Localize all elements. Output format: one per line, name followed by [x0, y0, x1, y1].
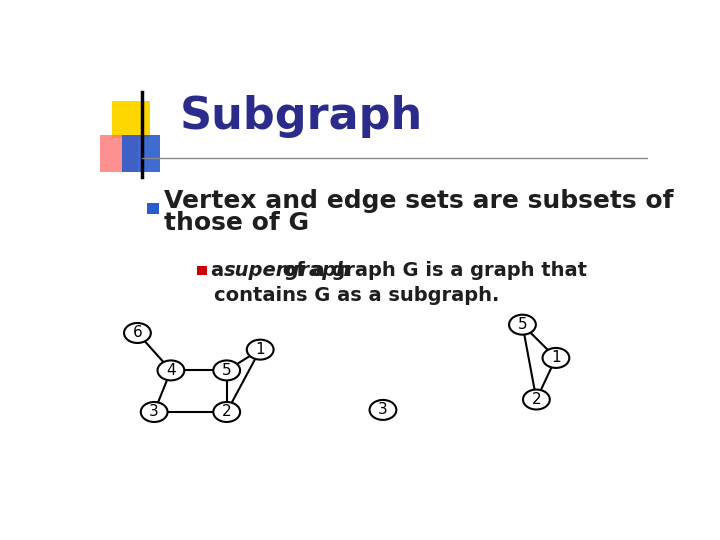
Text: 1: 1 [551, 350, 561, 366]
Text: supergraph: supergraph [223, 261, 351, 280]
Text: Subgraph: Subgraph [179, 95, 423, 138]
Bar [100, 136, 138, 172]
Circle shape [158, 360, 184, 380]
Circle shape [523, 389, 550, 409]
Text: of a graph G is a graph that: of a graph G is a graph that [276, 261, 587, 280]
Text: contains G as a subgraph.: contains G as a subgraph. [215, 286, 500, 305]
Bar [197, 266, 207, 275]
Text: 2: 2 [531, 392, 541, 407]
Circle shape [124, 323, 150, 343]
Text: 1: 1 [256, 342, 265, 357]
Text: a: a [211, 261, 231, 280]
Circle shape [509, 315, 536, 335]
Text: 3: 3 [149, 404, 159, 420]
Text: 2: 2 [222, 404, 232, 420]
Text: 4: 4 [166, 363, 176, 378]
Text: 6: 6 [132, 326, 143, 341]
Text: Vertex and edge sets are subsets of: Vertex and edge sets are subsets of [164, 189, 674, 213]
Circle shape [543, 348, 570, 368]
Circle shape [369, 400, 396, 420]
Circle shape [247, 340, 274, 360]
Text: 3: 3 [378, 402, 388, 417]
Bar [112, 101, 150, 138]
Circle shape [141, 402, 168, 422]
Text: those of G: those of G [164, 211, 310, 235]
Bar [148, 203, 158, 214]
Bar [122, 136, 161, 172]
Circle shape [213, 402, 240, 422]
Text: 5: 5 [518, 317, 527, 332]
Text: 5: 5 [222, 363, 232, 378]
Circle shape [213, 360, 240, 380]
